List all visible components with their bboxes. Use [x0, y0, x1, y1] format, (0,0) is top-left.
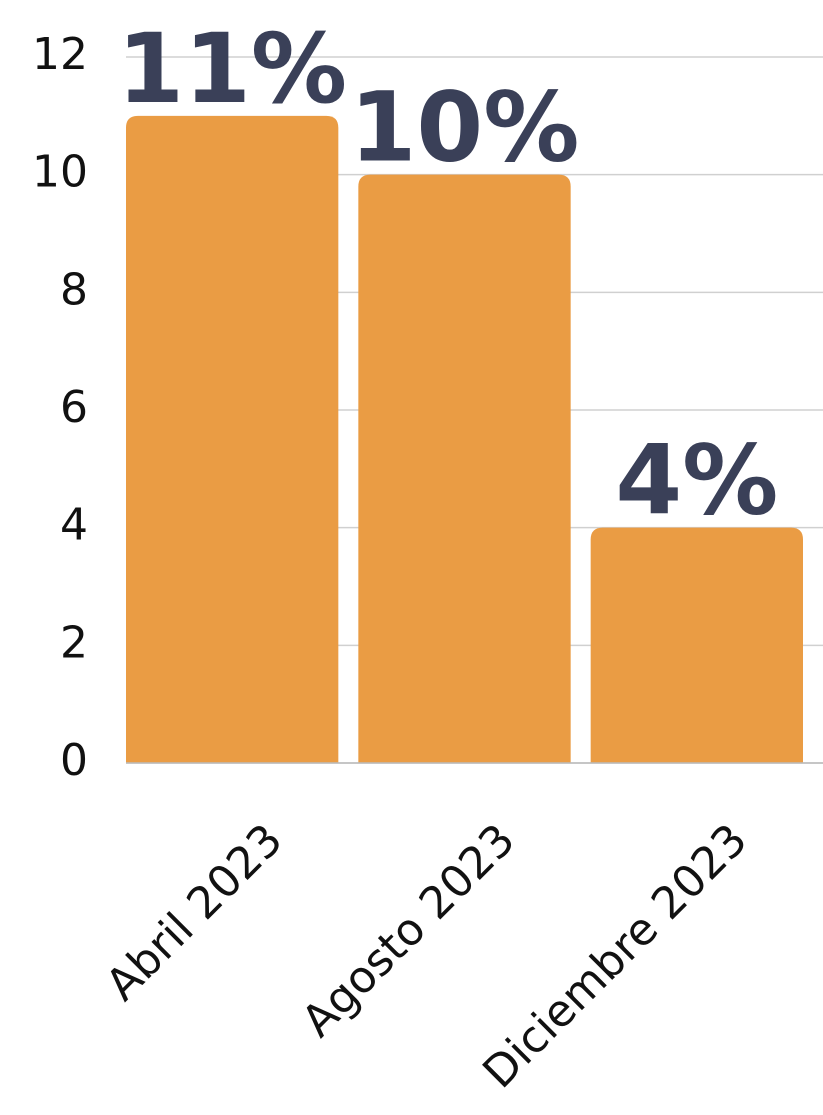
value-label: 11% — [117, 13, 347, 125]
value-label: 4% — [615, 425, 778, 537]
y-tick-label: 4 — [60, 500, 88, 551]
bar — [358, 174, 571, 763]
x-tick-label: Agosto 2023 — [292, 814, 525, 1047]
y-tick-label: 8 — [60, 264, 88, 315]
y-tick-label: 2 — [60, 617, 88, 668]
y-tick-label: 10 — [32, 147, 88, 198]
value-label: 10% — [350, 72, 580, 184]
y-tick-label: 0 — [60, 735, 88, 786]
y-tick-label: 6 — [60, 382, 88, 433]
x-tick-label: Abril 2023 — [96, 814, 292, 1010]
bar — [590, 527, 803, 763]
y-tick-label: 12 — [32, 29, 88, 80]
bar — [126, 115, 339, 764]
